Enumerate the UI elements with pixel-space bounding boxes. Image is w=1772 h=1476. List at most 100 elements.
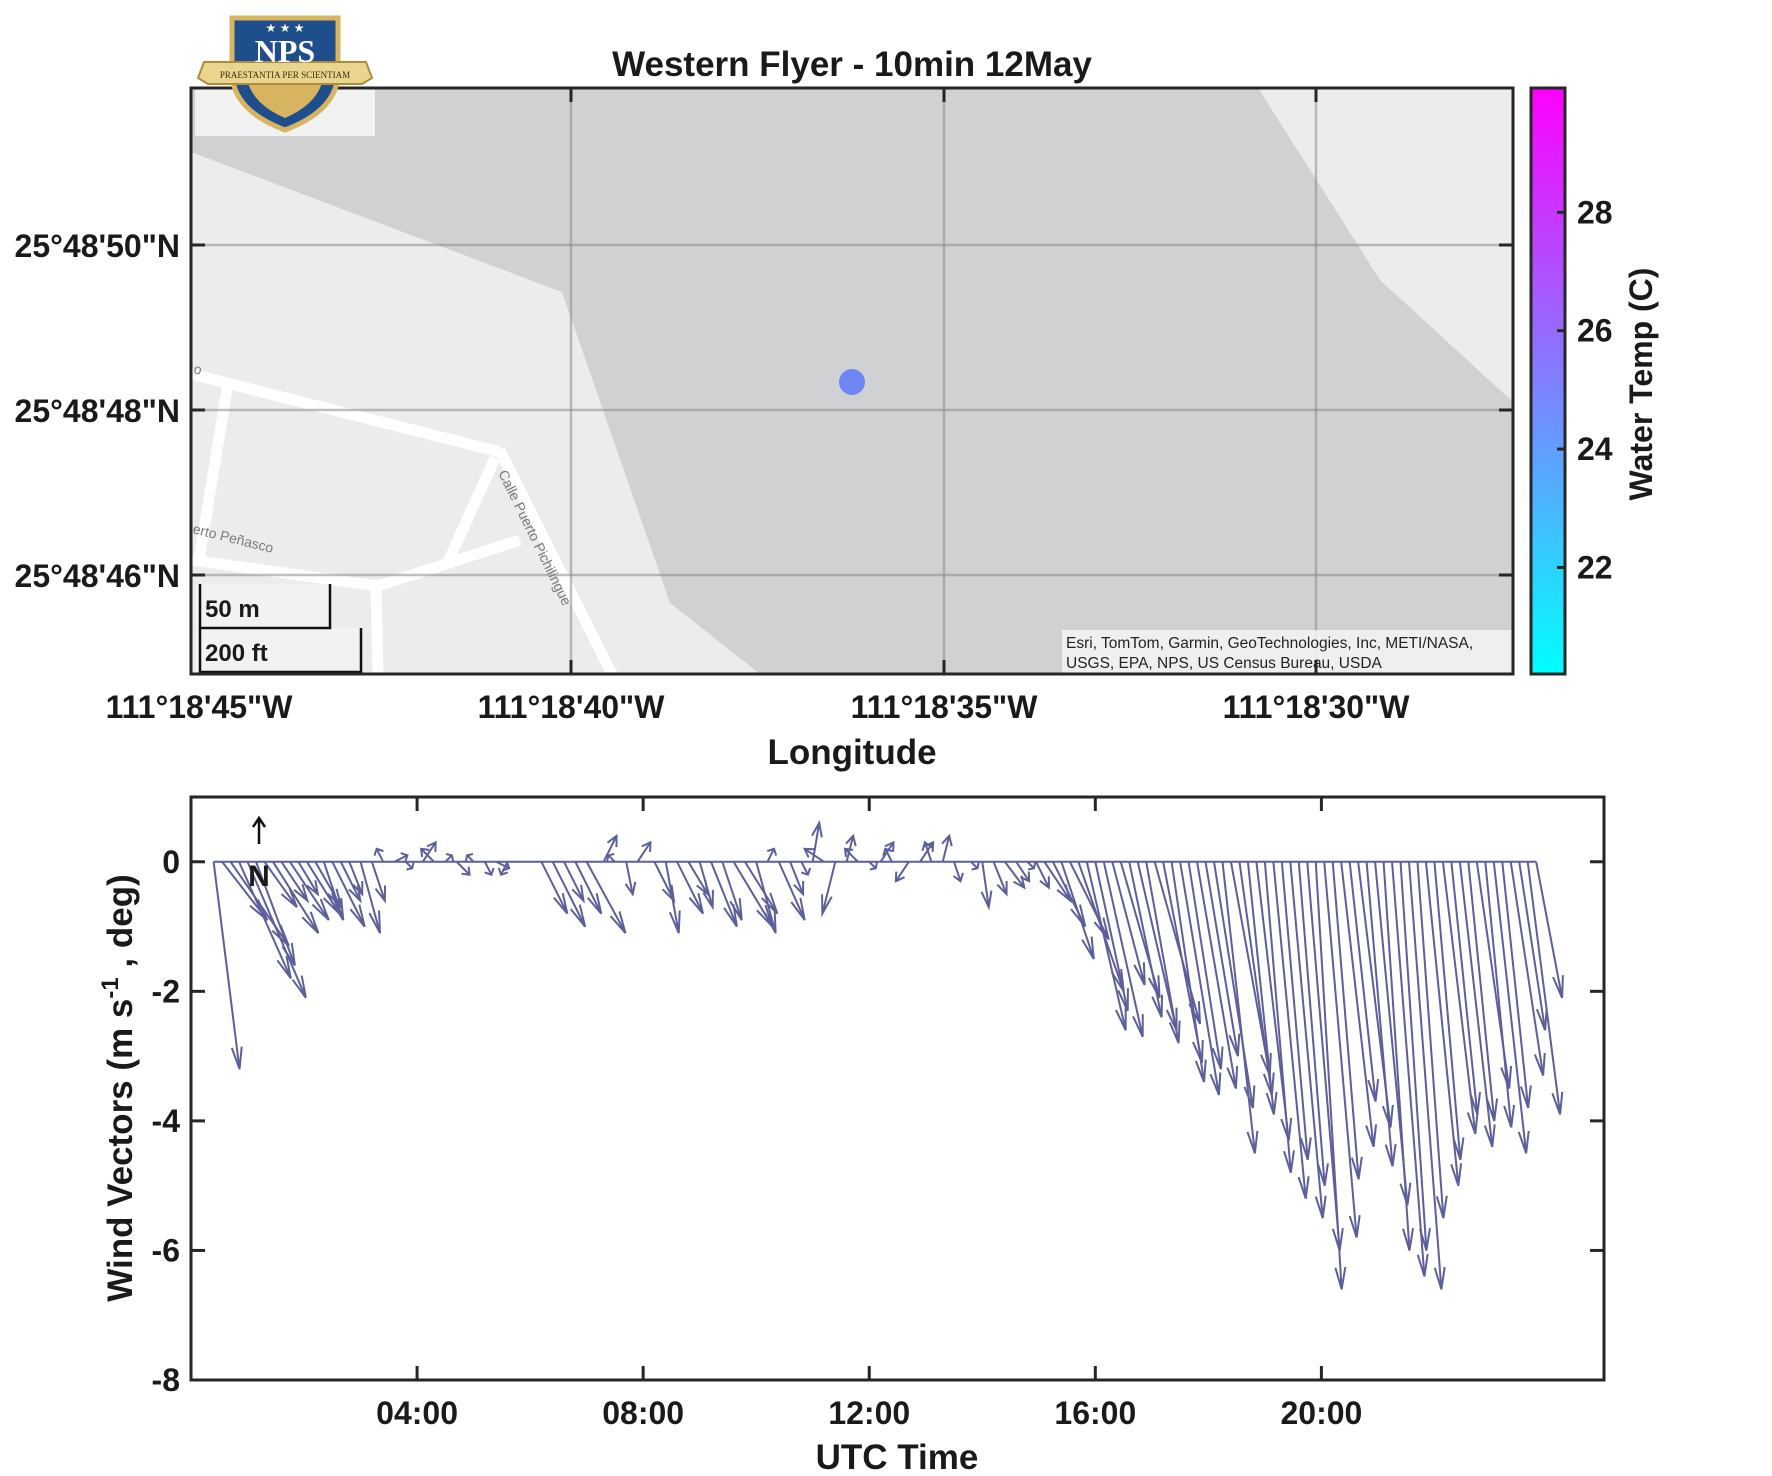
wind-x-tick-label: 12:00 [828,1395,910,1431]
wind-vector [574,861,603,915]
wind-vector [1221,861,1259,1154]
wind-y-tick-label: -8 [152,1362,180,1398]
wind-panel: N 04:00 08:00 12:00 16:00 20:00 0 -2 -4 … [97,795,1606,1476]
wind-vector [992,861,1008,897]
wind-vector [1060,861,1095,960]
map-y-tick-label: 25°48'48"N [15,393,180,429]
wind-vector [1433,861,1465,1161]
colorbar [1529,86,1567,676]
wind-vector [952,861,964,883]
scale-bar-metric: 50 m [205,596,260,623]
wind-vector [1026,861,1037,871]
map-y-tick-labels: 25°48'50"N 25°48'48"N 25°48'46"N [15,228,180,594]
nps-logo: NPS PRAESTANTIA PER SCIENTIAM ★ ★ ★ [196,15,374,133]
wind-x-tick-label: 16:00 [1054,1395,1136,1431]
attribution-line-1: Esri, TomTom, Garmin, GeoTechnologies, I… [1066,635,1473,652]
wind-vector [1391,861,1429,1277]
wind-vector [1416,861,1448,1219]
wind-vector [1424,861,1463,1186]
wind-vector [1246,861,1278,1115]
basemap: Calle Puerto Pichilingue erto Peñasco o [191,88,1513,674]
wind-x-tick-labels: 04:00 08:00 12:00 16:00 20:00 [376,1395,1362,1431]
wind-vector [272,861,320,934]
wind-vector [1518,861,1548,1031]
map-y-tick-label: 25°48'46"N [15,558,180,594]
wind-y-tick-label: -2 [152,973,180,1009]
wind-vector [540,861,569,915]
wind-vector [710,861,738,928]
wind-vector [755,861,777,934]
wind-vector [421,840,437,863]
wind-y-axis-label: Wind Vectors (m s-1 , deg) [97,874,140,1302]
wind-axes-box [189,795,1606,1382]
wind-vector [238,861,292,979]
wind-vector [280,861,310,904]
water-temp-marker [839,369,865,395]
wind-vector [1408,861,1446,1290]
logo-scroll [196,61,374,85]
wind-vector [1509,861,1546,1076]
wind-vector [636,840,652,863]
wind-vector [1085,861,1127,1031]
colorbar-label: Water Temp (C) [1623,268,1659,501]
map-roads [191,368,617,674]
wind-vector [455,861,471,876]
wind-vector [802,847,825,863]
street-label-fragment: o [192,360,204,377]
wind-y-tick-labels: 0 -2 -4 -6 -8 [152,844,181,1398]
map-x-tick-labels: 111°18'45"W 111°18'40"W 111°18'35"W 111°… [106,689,1411,725]
wind-vector [289,861,330,921]
map-axes-box [189,86,1515,676]
wind-vector [348,861,364,897]
wind-vector [1179,861,1222,1096]
wind-vector [1441,861,1479,1135]
wind-vector [370,861,387,904]
wind-vector [800,861,812,877]
wind-vector [1196,861,1239,1089]
wind-vector [1450,861,1482,1115]
colorbar-tick-label: 24 [1577,431,1613,467]
map-panel: Calle Puerto Pichilingue erto Peñasco o [15,45,1659,772]
wind-vector [322,861,345,921]
wind-vector [1331,861,1363,1180]
wind-vector [921,840,933,863]
wind-vector [1263,861,1295,1174]
wind-vector [894,861,910,883]
wind-y-tick-label: -6 [152,1232,180,1268]
attribution-backdrop [1062,630,1513,674]
wind-vector [1280,861,1312,1161]
wind-vectors [212,820,1564,1290]
wind-vector [497,861,509,877]
attribution-line-2: USGS, EPA, NPS, US Census Bureau, USDA [1066,655,1383,672]
map-y-tick-label: 25°48'50"N [15,228,180,264]
map-x-tick-label: 111°18'40"W [478,689,666,725]
wind-vector [1094,861,1129,1012]
wind-vector [1111,861,1146,986]
wind-vector [606,853,616,863]
wind-vector [624,861,637,897]
map-gridlines [191,88,1513,674]
wind-vector [1458,861,1496,1148]
wind-vector [1526,861,1564,1115]
wind-vector [212,861,243,1070]
wind-x-tick-label: 08:00 [602,1395,684,1431]
wind-vector [777,861,806,921]
wind-vector [1297,861,1329,1186]
wind-vector [1015,861,1031,883]
wind-vector [331,861,366,928]
map-tick-marks [191,88,1513,674]
wind-vector [1035,861,1050,890]
north-label: N [248,860,270,893]
wind-vector [1492,861,1530,1154]
wind-vector [1187,861,1224,1070]
wind-vector [602,833,618,863]
wind-vector [980,861,993,911]
wind-vector [1484,861,1516,1128]
wind-vector [882,847,893,863]
wind-x-axis-label: UTC Time [816,1438,979,1476]
wind-vector [419,847,435,863]
wind-vector [1004,861,1026,890]
wind-vector [255,861,296,966]
logo-motto: PRAESTANTIA PER SCIENTIAM [220,70,350,80]
